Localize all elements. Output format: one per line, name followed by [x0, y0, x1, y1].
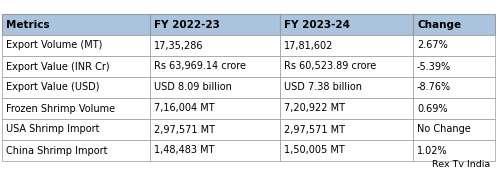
- Text: 7,16,004 MT: 7,16,004 MT: [154, 103, 215, 114]
- Bar: [2, 98, 150, 119]
- Bar: [413, 14, 495, 35]
- Text: FY 2022-23: FY 2022-23: [154, 19, 220, 30]
- Bar: [150, 119, 280, 140]
- Bar: [280, 98, 413, 119]
- Text: Change: Change: [417, 19, 461, 30]
- Bar: [413, 56, 495, 77]
- Text: Frozen Shrimp Volume: Frozen Shrimp Volume: [6, 103, 115, 114]
- Text: Export Value (INR Cr): Export Value (INR Cr): [6, 62, 110, 71]
- Text: -8.76%: -8.76%: [417, 82, 451, 93]
- Text: 2,97,571 MT: 2,97,571 MT: [154, 125, 215, 134]
- Bar: [2, 119, 150, 140]
- Text: USD 8.09 billion: USD 8.09 billion: [154, 82, 232, 93]
- Bar: [2, 35, 150, 56]
- Bar: [150, 140, 280, 161]
- Text: 7,20,922 MT: 7,20,922 MT: [284, 103, 345, 114]
- Text: China Shrimp Import: China Shrimp Import: [6, 145, 108, 156]
- Text: Export Value (USD): Export Value (USD): [6, 82, 100, 93]
- Bar: [280, 140, 413, 161]
- Bar: [150, 35, 280, 56]
- Bar: [280, 119, 413, 140]
- Text: Export Volume (MT): Export Volume (MT): [6, 40, 102, 51]
- Text: USA Shrimp Import: USA Shrimp Import: [6, 125, 100, 134]
- Bar: [413, 119, 495, 140]
- Bar: [413, 140, 495, 161]
- Text: FY 2023-24: FY 2023-24: [284, 19, 350, 30]
- Bar: [413, 98, 495, 119]
- Bar: [280, 35, 413, 56]
- Text: Rs 63,969.14 crore: Rs 63,969.14 crore: [154, 62, 246, 71]
- Text: No Change: No Change: [417, 125, 471, 134]
- Text: 2.67%: 2.67%: [417, 40, 448, 51]
- Bar: [2, 77, 150, 98]
- Text: Rs 60,523.89 crore: Rs 60,523.89 crore: [284, 62, 376, 71]
- Text: 17,81,602: 17,81,602: [284, 40, 333, 51]
- Bar: [150, 98, 280, 119]
- Text: 1.02%: 1.02%: [417, 145, 447, 156]
- Bar: [150, 14, 280, 35]
- Text: 1,50,005 MT: 1,50,005 MT: [284, 145, 345, 156]
- Text: 2,97,571 MT: 2,97,571 MT: [284, 125, 345, 134]
- Bar: [413, 35, 495, 56]
- Text: Metrics: Metrics: [6, 19, 50, 30]
- Text: USD 7.38 billion: USD 7.38 billion: [284, 82, 362, 93]
- Bar: [150, 77, 280, 98]
- Text: Rex Tv India: Rex Tv India: [432, 160, 490, 169]
- Bar: [280, 56, 413, 77]
- Bar: [150, 56, 280, 77]
- Text: 1,48,483 MT: 1,48,483 MT: [154, 145, 214, 156]
- Text: 17,35,286: 17,35,286: [154, 40, 203, 51]
- Bar: [280, 14, 413, 35]
- Bar: [413, 77, 495, 98]
- Text: 0.69%: 0.69%: [417, 103, 447, 114]
- Bar: [2, 14, 150, 35]
- Text: -5.39%: -5.39%: [417, 62, 451, 71]
- Bar: [2, 56, 150, 77]
- Bar: [2, 140, 150, 161]
- Bar: [280, 77, 413, 98]
